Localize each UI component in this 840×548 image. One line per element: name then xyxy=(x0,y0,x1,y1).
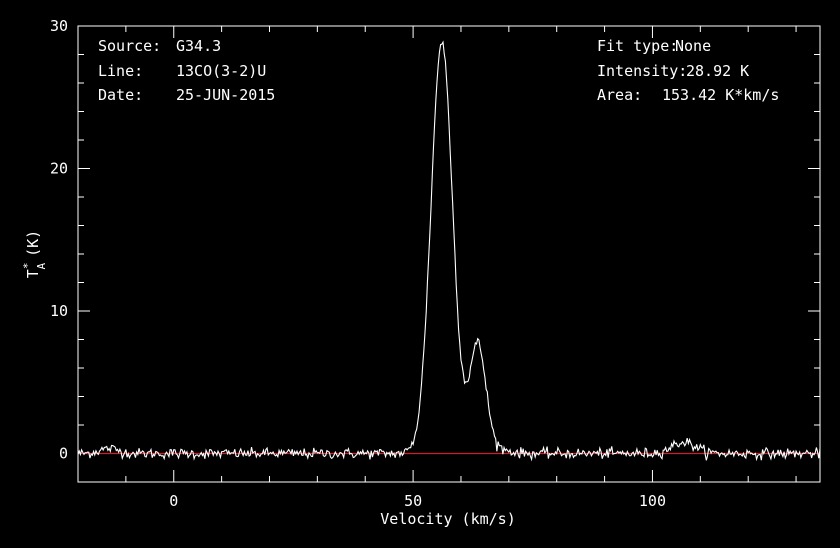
line-label: Line: xyxy=(98,62,143,80)
y-axis-label: T*A (K) xyxy=(21,230,48,278)
x-tick-label: 50 xyxy=(404,492,422,510)
y-axis-label-subscript: A xyxy=(35,263,48,270)
spectrum-series-line xyxy=(77,40,821,462)
y-tick-label: 30 xyxy=(50,17,68,35)
y-axis-label-superscript: * xyxy=(21,263,34,270)
y-tick-label: 0 xyxy=(59,445,68,463)
y-axis-label-unit: (K) xyxy=(24,230,42,257)
y-axis-label-main: T xyxy=(24,269,42,278)
area-value: 153.42 K*km/s xyxy=(662,86,779,104)
area-label: Area: xyxy=(597,86,642,104)
date-label: Date: xyxy=(98,86,143,104)
x-tick-label: 0 xyxy=(169,492,178,510)
axis-ticks xyxy=(77,25,820,483)
y-tick-label: 10 xyxy=(50,302,68,320)
intensity-value: 28.92 K xyxy=(686,62,749,80)
intensity-label: Intensity: xyxy=(597,62,687,80)
source-value: G34.3 xyxy=(176,37,221,55)
y-tick-label: 20 xyxy=(50,160,68,178)
fit-type-label: Fit type: xyxy=(597,37,678,55)
axis-tick-labels: 0 50 100 0 10 20 30 xyxy=(50,17,666,510)
x-tick-label: 100 xyxy=(639,492,666,510)
line-value: 13CO(3-2)U xyxy=(176,62,266,80)
date-value: 25-JUN-2015 xyxy=(176,86,275,104)
fit-type-value: None xyxy=(675,37,711,55)
header-info: Source: G34.3 Line: 13CO(3-2)U Date: 25-… xyxy=(98,37,779,104)
svg-text:T*A(K): T*A (K) xyxy=(21,230,48,278)
source-label: Source: xyxy=(98,37,161,55)
x-axis-label: Velocity (km/s) xyxy=(380,510,515,528)
